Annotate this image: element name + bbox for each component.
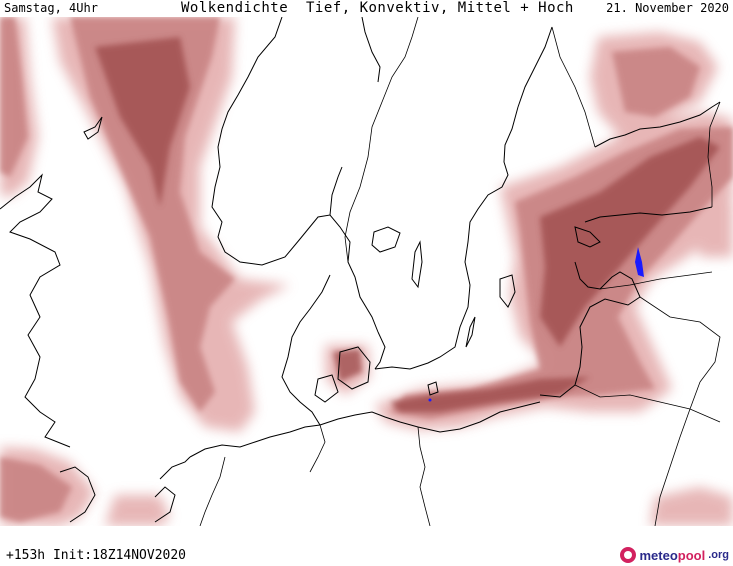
cloud-west-core (0, 17, 28, 177)
cloud-baltic-darkest (540, 137, 720, 347)
forecast-day-time: Samstag, 4Uhr (4, 1, 98, 15)
meteopool-logo[interactable]: meteopool .org (620, 545, 729, 565)
coast-gotland (499, 274, 516, 308)
coast-sweden-south (374, 106, 519, 370)
cloud-finland-core (612, 47, 700, 117)
border-germany-denmark (309, 424, 326, 473)
borders-layer (199, 17, 721, 526)
logo-text: meteopool (639, 548, 705, 563)
coast-oslofjord (329, 166, 343, 216)
coast-oland (465, 316, 476, 348)
cloud-east-patch (690, 202, 733, 257)
cloud-band-darkest-north (95, 37, 190, 207)
logo-tld: .org (708, 549, 729, 561)
coast-jutland (281, 274, 331, 426)
coast-norway-east (361, 17, 381, 83)
coast-scotland (0, 173, 71, 448)
cloud-baltic-south-darkest (390, 377, 590, 412)
model-run-info: +153h Init:18Z14NOV2020 (6, 548, 187, 563)
logo-name-start: meteo (639, 547, 678, 563)
coast-latvia (539, 261, 641, 398)
coast-north-sea-german (189, 424, 321, 458)
cloud-denmark-darkest (333, 349, 362, 382)
cloud-band-core-north (70, 17, 235, 412)
border-baltic-east (639, 296, 721, 383)
coast-east-anglia (59, 466, 96, 523)
meteopool-logo-icon (620, 547, 637, 563)
coast-vanern (371, 226, 401, 253)
cloud-sw-core (0, 457, 72, 522)
border-estonia-latvia (599, 271, 713, 290)
forecast-date: 21. November 2020 (606, 1, 729, 15)
coast-sweden-west (374, 331, 386, 370)
coastlines-layer (0, 17, 721, 523)
border-poland-belarus (654, 408, 691, 526)
precipitation-layer (428, 247, 644, 402)
cloud-layer (0, 17, 733, 526)
coast-finland-south (594, 101, 721, 148)
coast-norway (211, 17, 379, 333)
coast-zealand (337, 346, 371, 390)
logo-name-accent: pool (677, 547, 706, 563)
cloud-cover-map (0, 17, 733, 526)
precip-baltic-streak (635, 247, 644, 277)
map-title: Wolkendichte Tief, Konvektiv, Mittel + H… (181, 0, 574, 16)
border-finland-russia (707, 101, 721, 207)
border-netherlands-germany (199, 456, 226, 526)
map-canvas (0, 17, 733, 526)
footer-bar: +153h Init:18Z14NOV2020 meteopool .org (0, 526, 733, 566)
border-sweden-finland (551, 26, 596, 148)
border-east (689, 381, 701, 410)
coast-sweden-east (517, 26, 553, 108)
coast-funen (314, 374, 339, 403)
border-lithuania-poland (574, 384, 721, 423)
cloud-dark-layer (95, 37, 720, 412)
coast-bornholm (427, 381, 439, 396)
coast-vattern (411, 240, 423, 289)
precip-dot (428, 398, 432, 402)
border-poland-germany (417, 426, 431, 526)
coast-estonia-islands (574, 226, 601, 248)
cloud-mid-layer (0, 17, 733, 522)
cloud-se-corner (650, 487, 733, 526)
coast-gulf-finland-south (584, 206, 713, 223)
coast-orkney (83, 116, 103, 140)
border-norway-sweden (344, 17, 419, 263)
cloud-south-patch (105, 495, 170, 526)
coast-netherlands (154, 456, 191, 523)
